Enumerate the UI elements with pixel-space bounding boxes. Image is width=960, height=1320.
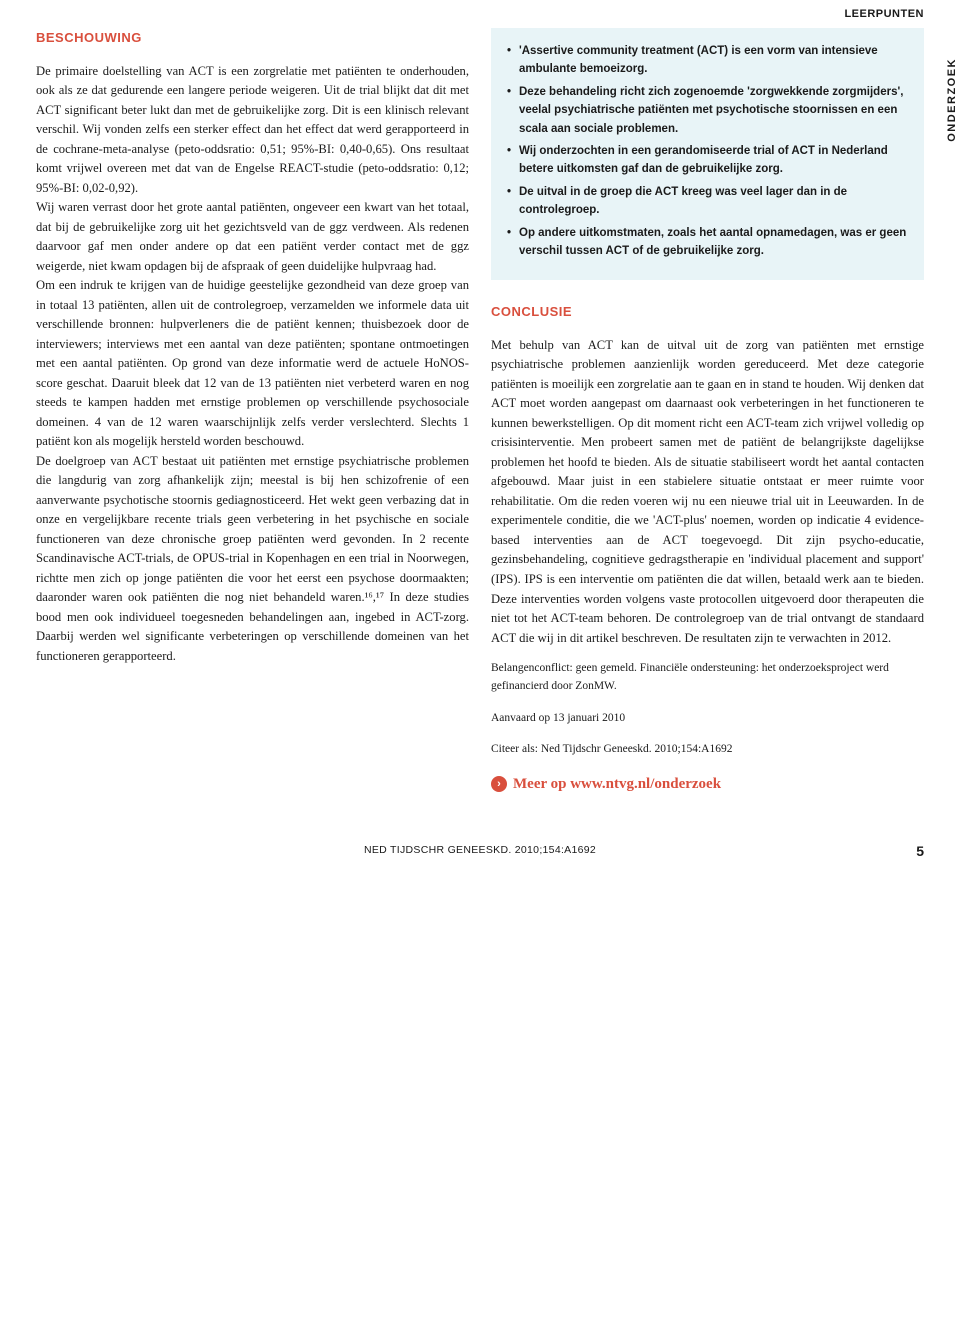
side-tab-onderzoek: ONDERZOEK <box>944 58 960 142</box>
heading-beschouwing: BESCHOUWING <box>36 28 469 48</box>
left-column: BESCHOUWING De primaire doelstelling van… <box>36 28 469 795</box>
leerpunt-item: De uitval in de groep die ACT kreeg was … <box>507 183 908 220</box>
footer-journal-ref: NED TIJDSCHR GENEESKD. 2010;154:A1692 <box>364 843 596 859</box>
chevron-right-icon: › <box>491 776 507 792</box>
beschouwing-body: De primaire doelstelling van ACT is een … <box>36 62 469 667</box>
more-link[interactable]: › Meer op www.ntvg.nl/onderzoek <box>491 773 924 796</box>
page-number: 5 <box>916 841 924 862</box>
leerpunt-item: 'Assertive community treatment (ACT) is … <box>507 42 908 79</box>
more-link-text: Meer op www.ntvg.nl/onderzoek <box>513 773 721 796</box>
right-column: LEERPUNTEN 'Assertive community treatmen… <box>491 28 924 795</box>
accepted-date: Aanvaard op 13 januari 2010 <box>491 710 924 728</box>
leerpunt-item: Wij onderzochten in een gerandomiseerde … <box>507 142 908 179</box>
body-paragraph: Wij waren verrast door het grote aantal … <box>36 198 469 276</box>
page-footer: NED TIJDSCHR GENEESKD. 2010;154:A1692 5 <box>36 843 924 859</box>
page-root: ONDERZOEK BESCHOUWING De primaire doelst… <box>36 28 924 859</box>
body-paragraph: De primaire doelstelling van ACT is een … <box>36 62 469 199</box>
leerpunten-box: 'Assertive community treatment (ACT) is … <box>491 28 924 280</box>
citation: Citeer als: Ned Tijdschr Geneeskd. 2010;… <box>491 741 924 758</box>
leerpunt-item: Deze behandeling richt zich zogenoemde '… <box>507 83 908 138</box>
conclusion-paragraph: Met behulp van ACT kan de uitval uit de … <box>491 336 924 648</box>
two-column-layout: BESCHOUWING De primaire doelstelling van… <box>36 28 924 795</box>
heading-conclusie: CONCLUSIE <box>491 302 924 322</box>
leerpunten-list: 'Assertive community treatment (ACT) is … <box>507 42 908 260</box>
body-paragraph: De doelgroep van ACT bestaat uit patiënt… <box>36 452 469 667</box>
leerpunt-item: Op andere uitkomstmaten, zoals het aanta… <box>507 224 908 261</box>
body-paragraph: Om een indruk te krijgen van de huidige … <box>36 276 469 452</box>
leerpunten-label: LEERPUNTEN <box>844 6 924 23</box>
conflict-of-interest: Belangenconflict: geen gemeld. Financiël… <box>491 660 924 696</box>
